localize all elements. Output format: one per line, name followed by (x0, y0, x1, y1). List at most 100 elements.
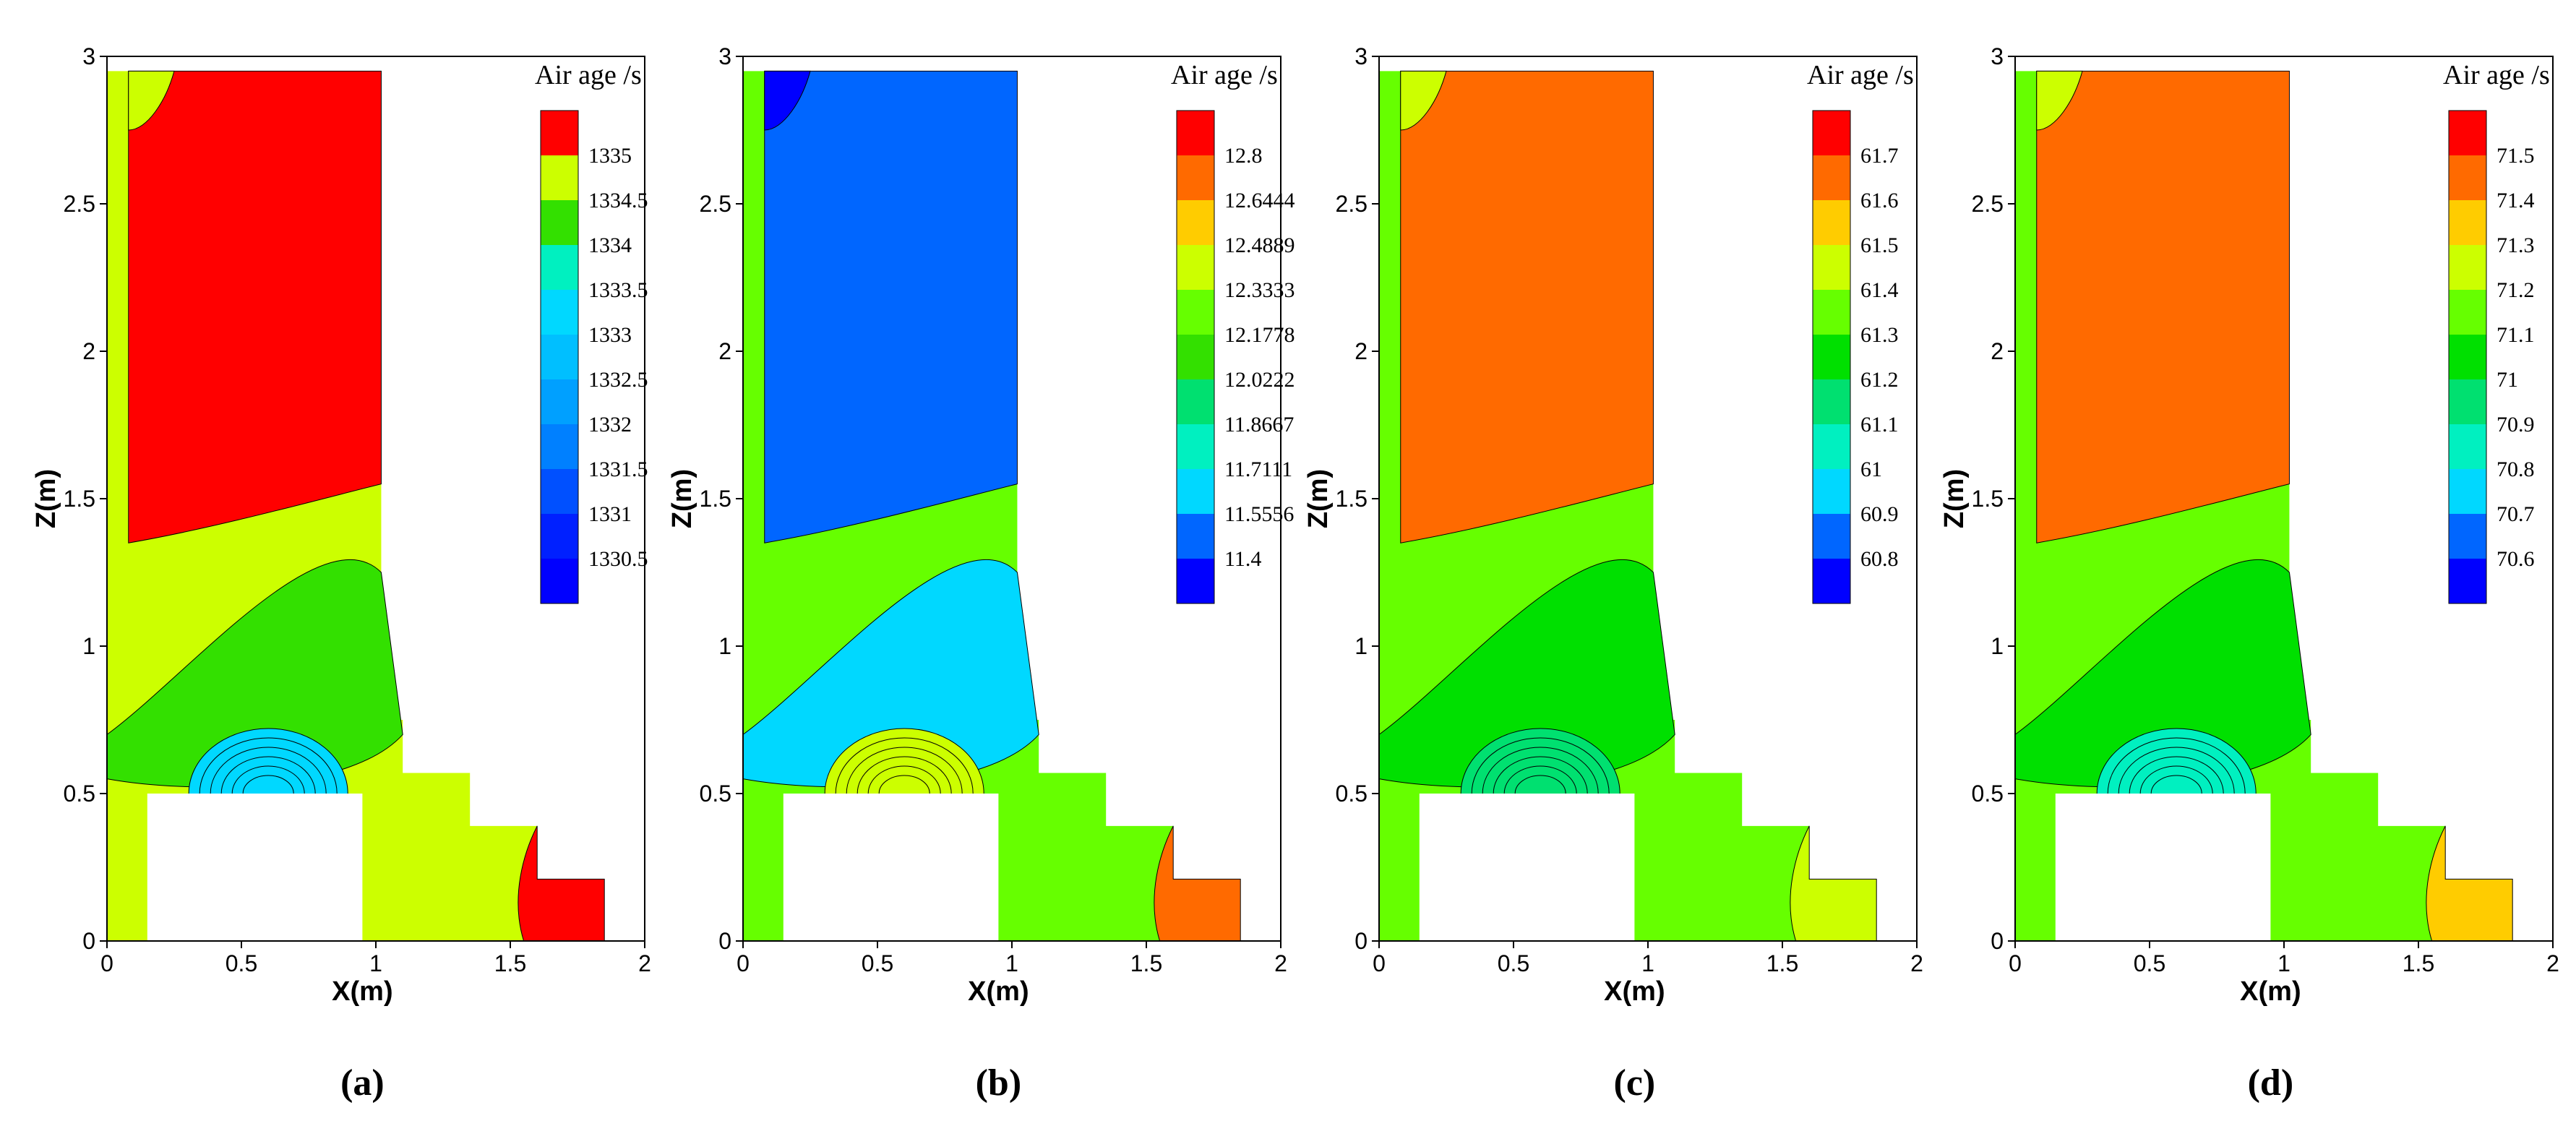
obstacle (783, 794, 999, 941)
legend-swatch-2 (541, 200, 578, 245)
x-tick-label: 0 (2009, 950, 2022, 976)
legend-label-3: 1333.5 (588, 278, 648, 302)
y-tick-label: 2.5 (1972, 191, 2004, 217)
y-tick-label: 1.5 (1336, 486, 1368, 512)
legend-swatch-5 (1177, 335, 1214, 379)
legend-swatch-1 (1813, 155, 1850, 200)
step-region (1154, 825, 1241, 942)
legend-swatch-0 (1177, 111, 1214, 155)
legend-swatch-7 (541, 424, 578, 469)
legend-frame (1176, 110, 1215, 604)
y-tick-label: 1.5 (700, 486, 731, 512)
panel-a: 0 0.5 1 1.5 2 0 0.5 1 1.5 2 2.5 3 X(m) Z(m) Air age /s… (31, 43, 651, 1104)
y-tick-label: 2 (82, 338, 95, 364)
legend-label-2: 12.4889 (1224, 233, 1295, 257)
y-tick-label: 1 (1991, 633, 2004, 659)
legend-label-6: 1332 (588, 413, 632, 437)
y-axis-label: Z(m) (1939, 469, 1970, 528)
step-region (2426, 825, 2513, 942)
legend-label-0: 61.7 (1860, 144, 1899, 168)
obstacle (147, 794, 363, 941)
legend-swatch-3 (1177, 245, 1214, 290)
y-tick-label: 0 (718, 928, 731, 954)
x-tick-label: 1.5 (2403, 950, 2434, 976)
y-tick-label: 1 (718, 633, 731, 659)
step-region (518, 825, 605, 942)
legend-label-3: 12.3333 (1224, 278, 1295, 302)
legend-label-6: 11.8667 (1224, 413, 1294, 437)
legend-swatch-0 (541, 111, 578, 155)
legend-swatch-5 (2449, 335, 2486, 379)
legend-title: Air age /s (1807, 60, 1914, 90)
y-tick-label: 3 (1991, 43, 2004, 69)
upper-region (128, 70, 382, 543)
legend-swatch-4 (1177, 290, 1214, 335)
legend-label-3: 71.2 (2496, 278, 2535, 302)
legend-label-8: 11.5556 (1224, 502, 1294, 526)
legend-label-1: 12.6444 (1224, 189, 1295, 212)
legend-label-4: 61.3 (1860, 323, 1899, 347)
x-tick-label: 2 (1274, 950, 1287, 976)
y-tick-label: 2 (718, 338, 731, 364)
upper-region (1400, 70, 1654, 543)
legend-swatch-0 (1813, 111, 1850, 155)
legend-label-1: 61.6 (1860, 189, 1899, 212)
x-tick-label: 0 (737, 950, 750, 976)
y-tick-label: 1.5 (1972, 486, 2004, 512)
x-tick-label: 0.5 (862, 950, 893, 976)
y-tick-label: 3 (1354, 43, 1368, 69)
panel-c: 0 0.5 1 1.5 2 0 0.5 1 1.5 2 2.5 3 X(m) Z(m) Air age /s… (1303, 43, 1923, 1104)
legend-swatch-0 (2449, 111, 2486, 155)
legend-swatch-2 (2449, 200, 2486, 245)
y-tick-label: 0.5 (700, 781, 731, 807)
legend-label-2: 61.5 (1860, 233, 1899, 257)
legend-label-8: 1331 (588, 502, 632, 526)
panel-d: 0 0.5 1 1.5 2 0 0.5 1 1.5 2 2.5 3 X(m) Z(m) Air age /s… (1939, 43, 2559, 1104)
legend-label-6: 70.9 (2496, 413, 2535, 437)
panel-caption: (b) (976, 1062, 1022, 1104)
x-axis-label: X(m) (968, 976, 1029, 1007)
y-tick-label: 2 (1991, 338, 2004, 364)
y-tick-label: 1.5 (64, 486, 95, 512)
legend-swatch-1 (2449, 155, 2486, 200)
x-tick-label: 0 (100, 950, 113, 976)
y-tick-label: 2 (1354, 338, 1368, 364)
panel-caption: (c) (1614, 1062, 1656, 1104)
legend-label-4: 1333 (588, 323, 632, 347)
y-tick-label: 2.5 (64, 191, 95, 217)
x-tick-label: 2 (638, 950, 651, 976)
y-tick-label: 0.5 (64, 781, 95, 807)
legend-label-7: 1331.5 (588, 457, 648, 481)
y-tick-label: 0 (1991, 928, 2004, 954)
corner-region (2036, 70, 2083, 131)
y-tick-label: 0 (1354, 928, 1368, 954)
legend-frame (540, 110, 579, 604)
x-axis-label: X(m) (1604, 976, 1665, 1007)
legend-label-4: 12.1778 (1224, 323, 1295, 347)
y-tick-label: 0 (82, 928, 95, 954)
legend-label-7: 11.7111 (1224, 457, 1292, 481)
legend-label-6: 61.1 (1860, 413, 1899, 437)
legend-swatch-3 (541, 245, 578, 290)
upper-region (2036, 70, 2290, 543)
x-tick-label: 1 (1641, 950, 1654, 976)
legend-swatch-3 (1813, 245, 1850, 290)
legend-label-0: 71.5 (2496, 144, 2535, 168)
legend-label-7: 70.8 (2496, 457, 2535, 481)
upper-region (764, 70, 1018, 543)
x-tick-label: 1 (1005, 950, 1018, 976)
legend-label-9: 60.8 (1860, 547, 1899, 571)
legend-swatch-8 (1177, 469, 1214, 514)
legend-label-0: 12.8 (1224, 144, 1263, 168)
y-tick-label: 0.5 (1972, 781, 2004, 807)
legend-swatch-10 (1177, 559, 1214, 603)
y-tick-label: 0.5 (1336, 781, 1368, 807)
legend-swatch-10 (1813, 559, 1850, 603)
legend-label-1: 1334.5 (588, 189, 648, 212)
legend-swatch-6 (541, 379, 578, 424)
legend-label-5: 61.2 (1860, 368, 1899, 392)
x-axis-label: X(m) (2240, 976, 2301, 1007)
legend-frame (1812, 110, 1851, 604)
legend-swatch-5 (1813, 335, 1850, 379)
x-tick-label: 1.5 (1130, 950, 1162, 976)
